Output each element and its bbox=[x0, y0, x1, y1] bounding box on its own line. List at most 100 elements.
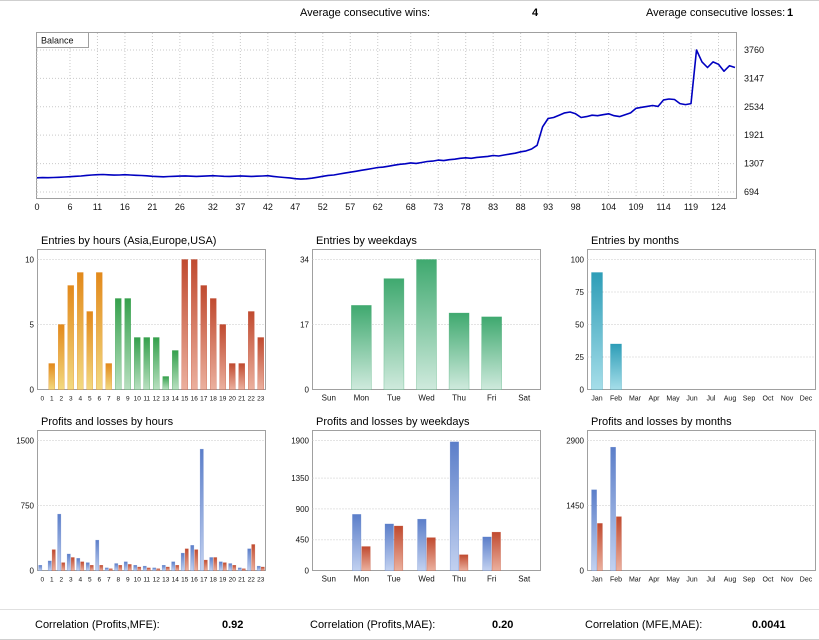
svg-text:8: 8 bbox=[116, 577, 120, 584]
svg-text:Jul: Jul bbox=[707, 396, 716, 403]
svg-text:Tue: Tue bbox=[387, 575, 401, 584]
svg-text:124: 124 bbox=[711, 202, 726, 212]
svg-text:18: 18 bbox=[210, 577, 218, 584]
pl-by-weekdays-chart: Profits and losses by weekdays 0 450 900 13… bbox=[288, 416, 550, 596]
svg-text:May: May bbox=[666, 396, 680, 403]
entries_by_weekdays-bar bbox=[383, 278, 405, 390]
entries_by_hours-bar bbox=[115, 298, 122, 390]
svg-text:21: 21 bbox=[238, 396, 246, 403]
entries_by_weekdays-bar bbox=[416, 259, 437, 390]
entries_by_months-bar bbox=[591, 272, 603, 390]
pl_by_hours-bar bbox=[161, 565, 166, 571]
pl_by_months-bar bbox=[591, 489, 597, 571]
svg-text:Sun: Sun bbox=[322, 575, 336, 584]
svg-text:34: 34 bbox=[300, 256, 309, 265]
svg-text:10: 10 bbox=[134, 396, 142, 403]
entries_by_hours-bar bbox=[219, 324, 226, 390]
pl_by_hours-bar bbox=[241, 568, 246, 571]
entries_by_hours-bar bbox=[67, 285, 74, 390]
svg-text:13: 13 bbox=[162, 396, 170, 403]
pl_by_hours-bar bbox=[114, 563, 119, 571]
svg-text:104: 104 bbox=[601, 202, 616, 212]
entries_by_hours-bar bbox=[181, 259, 188, 390]
svg-text:Tue: Tue bbox=[387, 394, 401, 403]
pl_by_hours-bar bbox=[199, 448, 204, 571]
pl-by-weekdays-plot: 0 450 900 1350 1900 Sun Mon Tue Wed Thu Fri Sat bbox=[288, 430, 550, 596]
svg-text:22: 22 bbox=[248, 396, 256, 403]
svg-text:32: 32 bbox=[208, 202, 218, 212]
svg-text:Mon: Mon bbox=[354, 575, 370, 584]
svg-text:1500: 1500 bbox=[16, 437, 34, 446]
pl_by_hours-bar bbox=[203, 559, 208, 571]
svg-text:42: 42 bbox=[263, 202, 273, 212]
svg-text:0: 0 bbox=[30, 567, 35, 576]
pl_by_hours-bar bbox=[61, 562, 66, 571]
svg-text:Apr: Apr bbox=[649, 577, 661, 584]
svg-text:Jul: Jul bbox=[707, 577, 716, 584]
svg-text:0: 0 bbox=[305, 567, 310, 576]
svg-text:1350: 1350 bbox=[291, 474, 309, 483]
svg-text:50: 50 bbox=[575, 321, 584, 330]
svg-text:2900: 2900 bbox=[566, 437, 584, 446]
pl_by_hours-bar bbox=[222, 562, 227, 571]
chart-title: Profits and losses by months bbox=[591, 416, 732, 428]
svg-text:11: 11 bbox=[143, 396, 150, 403]
svg-text:7: 7 bbox=[107, 396, 111, 403]
svg-text:Fri: Fri bbox=[487, 394, 497, 403]
entries_by_hours-bar bbox=[48, 363, 55, 390]
svg-text:5: 5 bbox=[88, 396, 92, 403]
pl_by_hours-bar bbox=[123, 561, 128, 571]
svg-text:Sun: Sun bbox=[322, 394, 336, 403]
svg-text:88: 88 bbox=[516, 202, 526, 212]
entries_by_hours-bar bbox=[143, 337, 150, 390]
pl_by_hours-bar bbox=[194, 549, 199, 571]
svg-text:Thu: Thu bbox=[452, 394, 466, 403]
svg-text:100: 100 bbox=[571, 256, 585, 265]
svg-text:11: 11 bbox=[143, 577, 150, 584]
pl_by_hours-bar bbox=[104, 567, 109, 571]
entries_by_weekdays-bar bbox=[351, 305, 372, 390]
correlation-profits-mae-label: Correlation (Profits,MAE): bbox=[310, 619, 436, 631]
entries_by_hours-bar bbox=[210, 298, 217, 390]
svg-text:119: 119 bbox=[684, 202, 698, 212]
svg-text:98: 98 bbox=[571, 202, 581, 212]
pl_by_hours-bar bbox=[184, 548, 189, 571]
svg-text:450: 450 bbox=[296, 536, 310, 545]
pl_by_hours-bar bbox=[66, 553, 71, 571]
entries_by_hours-bar bbox=[248, 311, 255, 390]
svg-text:0: 0 bbox=[580, 386, 585, 395]
svg-text:3147: 3147 bbox=[744, 73, 764, 83]
entries_by_hours-bar bbox=[238, 363, 245, 390]
pl_by_weekdays-bar bbox=[449, 441, 459, 571]
svg-text:Sep: Sep bbox=[743, 577, 756, 584]
pl_by_weekdays-bar bbox=[361, 546, 371, 571]
pl_by_hours-bar bbox=[247, 548, 252, 571]
entries_by_hours-bar bbox=[124, 298, 131, 390]
svg-text:20: 20 bbox=[229, 396, 237, 403]
pl_by_weekdays-svg: 0 450 900 1350 1900 Sun Mon Tue Wed Thu Fri Sat bbox=[291, 430, 541, 584]
correlation-profits-mae-value: 0.20 bbox=[492, 619, 514, 631]
svg-text:14: 14 bbox=[172, 577, 180, 584]
svg-text:Sat: Sat bbox=[518, 394, 531, 403]
svg-text:47: 47 bbox=[290, 202, 300, 212]
svg-text:Oct: Oct bbox=[763, 396, 774, 403]
pl_by_hours-bar bbox=[190, 545, 195, 571]
entries_by_hours-bar bbox=[191, 259, 198, 390]
correlation-profits-mfe-value: 0.92 bbox=[222, 619, 244, 631]
chart-title: Entries by months bbox=[591, 235, 680, 247]
pl_by_weekdays-bar bbox=[384, 523, 394, 571]
svg-text:Mar: Mar bbox=[629, 577, 642, 584]
pl_by_hours-bar bbox=[260, 566, 265, 571]
pl_by_hours-bar bbox=[76, 558, 81, 571]
svg-text:12: 12 bbox=[153, 396, 161, 403]
pl_by_hours-bar bbox=[213, 557, 218, 571]
avg-consecutive-wins-value: 4 bbox=[532, 7, 539, 19]
pl_by_weekdays-bar bbox=[491, 531, 501, 571]
svg-text:21: 21 bbox=[147, 202, 157, 212]
entries_by_weekdays-svg: 0 17 34 Sun Mon Tue Wed Thu Fri Sat bbox=[300, 249, 541, 403]
pl_by_hours-bar bbox=[156, 568, 161, 571]
svg-text:17: 17 bbox=[200, 396, 208, 403]
pl_by_weekdays-bar bbox=[352, 514, 362, 571]
pl_by_hours-bar bbox=[146, 567, 151, 571]
